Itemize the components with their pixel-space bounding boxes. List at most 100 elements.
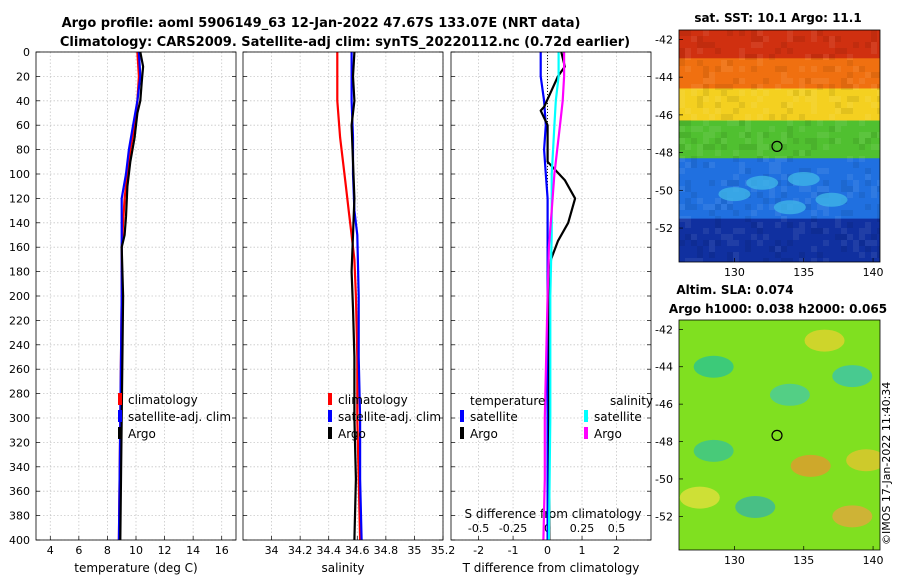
- legend-swatch: [118, 427, 122, 439]
- sst-pixel: [877, 90, 880, 96]
- sst-pixel: [841, 120, 847, 126]
- sst-pixel: [697, 42, 703, 48]
- depth-tick-label: 20: [16, 70, 30, 83]
- sst-pixel: [685, 186, 691, 192]
- sst-pixel: [691, 258, 697, 262]
- sst-pixel: [847, 108, 853, 114]
- sst-pixel: [829, 54, 835, 60]
- sst-pixel: [745, 168, 751, 174]
- sst-pixel: [685, 222, 691, 228]
- sst-pixel: [745, 204, 751, 210]
- sal-xtick-label: 34.2: [288, 544, 313, 557]
- diff-series-salinity-argo: [542, 52, 566, 541]
- sst-pixel: [811, 102, 817, 108]
- sst-pixel: [871, 132, 877, 138]
- sst-pixel: [877, 216, 880, 222]
- sst-pixel: [877, 180, 880, 186]
- sst-pixel: [805, 54, 811, 60]
- sst-pixel: [847, 222, 853, 228]
- sst-pixel: [799, 168, 805, 174]
- sst-pixel: [811, 210, 817, 216]
- sst-pixel: [781, 78, 787, 84]
- lon-tick-label: 140: [863, 554, 884, 567]
- sst-pixel: [823, 204, 829, 210]
- temp-series-argo: [119, 51, 145, 541]
- sst-pixel: [691, 192, 697, 198]
- sst-pixel: [877, 186, 880, 192]
- sst-pixel: [685, 108, 691, 114]
- sst-pixel: [715, 126, 721, 132]
- legend-swatch: [584, 427, 588, 439]
- depth-tick-label: 160: [9, 241, 30, 254]
- depth-tick-label: 380: [9, 510, 30, 523]
- legend-label: Argo: [338, 427, 366, 441]
- sst-pixel: [877, 144, 880, 150]
- sst-pixel: [691, 114, 697, 120]
- sst-pixel: [715, 228, 721, 234]
- sst-pixel: [799, 84, 805, 90]
- sst-pixel: [685, 132, 691, 138]
- sst-pixel: [775, 210, 781, 216]
- sst-pixel: [865, 174, 871, 180]
- sst-pixel: [847, 234, 853, 240]
- lon-tick-label: 135: [793, 266, 814, 279]
- sst-pixel: [823, 66, 829, 72]
- sst-pixel: [709, 252, 715, 258]
- sst-pixel: [727, 114, 733, 120]
- sst-pixel: [685, 204, 691, 210]
- diff-legend: temperature satellite Argo salinity satellit…: [460, 394, 653, 441]
- sal-legend: climatology satellite-adj. clim Argo: [328, 393, 441, 441]
- temp-series-satellite-adj-clim: [117, 51, 142, 541]
- sst-pixel: [853, 162, 859, 168]
- temp-xtick-label: 14: [186, 544, 200, 557]
- sst-pixel: [703, 108, 709, 114]
- argo-location-marker: [771, 429, 783, 441]
- sst-pixel: [751, 66, 757, 72]
- lat-tick-label: -44: [655, 361, 673, 374]
- sla-blob: [679, 486, 720, 509]
- depth-tick-label: 100: [9, 168, 30, 181]
- sst-pixel: [871, 42, 877, 48]
- sst-pixel: [721, 60, 727, 66]
- sst-pixel: [739, 120, 745, 126]
- sst-pixel: [763, 78, 769, 84]
- sst-pixel: [709, 132, 715, 138]
- sst-pixel: [847, 54, 853, 60]
- sst-band: [679, 30, 880, 59]
- sst-pixel: [811, 36, 817, 42]
- sst-pixel: [823, 132, 829, 138]
- sst-pixel: [829, 96, 835, 102]
- diff-xtick-label: -1: [508, 544, 519, 557]
- sst-pixel: [757, 30, 763, 36]
- sst-pixel: [727, 66, 733, 72]
- sst-band: [679, 88, 880, 122]
- sst-pixel: [721, 198, 727, 204]
- sst-pixel: [859, 120, 865, 126]
- sst-pixel: [697, 258, 703, 262]
- sst-pixel: [763, 144, 769, 150]
- sdiff-tick-label: 0.25: [570, 522, 595, 535]
- sst-pixel: [787, 120, 793, 126]
- legend-label: satellite: [470, 410, 518, 424]
- sst-pixel: [787, 102, 793, 108]
- sst-pixel: [835, 126, 841, 132]
- sst-pixel: [727, 198, 733, 204]
- sst-pixel: [841, 48, 847, 54]
- sst-pixel: [703, 132, 709, 138]
- sst-pixel: [829, 90, 835, 96]
- lat-tick-label: -48: [655, 147, 673, 160]
- sst-pixel: [811, 30, 817, 36]
- sst-pixel: [745, 132, 751, 138]
- sst-pixel: [859, 66, 865, 72]
- sst-pixel: [787, 222, 793, 228]
- sst-pixel: [799, 36, 805, 42]
- lat-tick-label: -50: [655, 473, 673, 486]
- sst-pixel: [793, 138, 799, 144]
- sst-pixel: [829, 138, 835, 144]
- sst-pixel: [775, 162, 781, 168]
- sst-pixel: [721, 144, 727, 150]
- sst-pixel: [787, 78, 793, 84]
- sst-pixel: [775, 198, 781, 204]
- sst-pixel: [739, 132, 745, 138]
- depth-tick-label: 280: [9, 388, 30, 401]
